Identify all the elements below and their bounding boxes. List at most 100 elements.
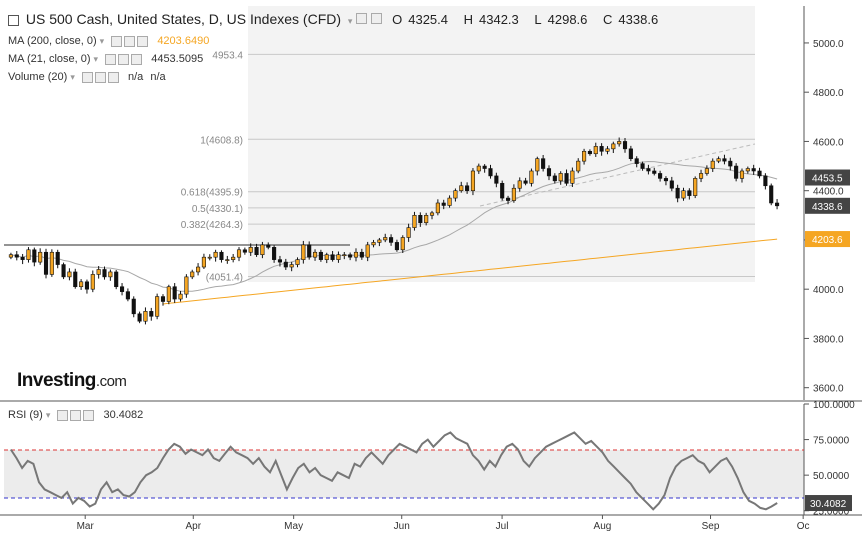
hide-icon[interactable] xyxy=(371,13,383,24)
candle-up xyxy=(201,256,206,268)
high-label: H xyxy=(463,12,474,27)
candle-up xyxy=(49,251,54,275)
collapse-icon[interactable] xyxy=(8,14,19,26)
candle-up xyxy=(693,178,698,196)
hide-icon[interactable] xyxy=(70,409,82,421)
candle-down xyxy=(272,247,277,260)
candle-up xyxy=(470,170,476,191)
time-axis: Mar Apr May Jun Jul Aug Sep Oc xyxy=(77,515,810,532)
candle-down xyxy=(102,269,107,278)
candle-up xyxy=(26,249,31,260)
settings-icon[interactable] xyxy=(57,409,69,421)
fib-level-label: 0.5(4330.1) xyxy=(192,204,243,215)
candle-down xyxy=(646,168,651,172)
low-label: L xyxy=(534,12,542,27)
legend-ma21[interactable]: MA (21, close, 0) ▾ 4453.5095 xyxy=(8,53,203,65)
fib-retracement-box xyxy=(248,6,755,282)
close-readout: C 4338.6 xyxy=(603,12,664,27)
chevron-down-icon[interactable]: ▾ xyxy=(93,54,99,64)
rsi-label: RSI (9) xyxy=(8,409,43,421)
time-axis-label: Aug xyxy=(594,521,612,532)
candle-down xyxy=(494,175,499,184)
close-icon[interactable] xyxy=(131,53,143,65)
candle-down xyxy=(500,183,505,199)
candle-down xyxy=(43,251,49,275)
rsi-line xyxy=(9,431,778,511)
rsi-badge xyxy=(805,495,852,512)
logo-suffix: .com xyxy=(95,373,127,390)
rsi-buttons xyxy=(57,409,96,421)
settings-icon[interactable] xyxy=(111,35,123,47)
candle-up xyxy=(593,146,598,155)
candle-down xyxy=(734,165,739,179)
candle-up xyxy=(435,202,440,214)
close-icon[interactable] xyxy=(83,409,95,421)
chevron-down-icon[interactable]: ▾ xyxy=(99,36,105,46)
fib-levels: 4953.4 1(4608.8) 0.618(4395.9) 0.5(4330.1) 0… xyxy=(181,50,755,284)
candle-up xyxy=(155,296,160,317)
candle-up xyxy=(365,244,370,258)
candle-up xyxy=(225,259,230,261)
time-axis-label: May xyxy=(284,521,303,532)
ma200-label: MA (200, close, 0) xyxy=(8,35,97,47)
candle-down xyxy=(669,180,674,189)
candle-down xyxy=(587,150,592,155)
candle-up xyxy=(383,237,388,241)
price-axis-label: 4000.0 xyxy=(813,285,844,296)
low-readout: L 4298.6 xyxy=(534,12,593,27)
close-icon[interactable] xyxy=(107,71,119,83)
ma200-value: 4203.6490 xyxy=(157,35,210,47)
legend-volume[interactable]: Volume (20) ▾ n/a n/a xyxy=(8,71,166,83)
candle-down xyxy=(389,237,394,243)
candle-up xyxy=(400,237,405,251)
time-axis-label: Jun xyxy=(394,521,410,532)
hide-icon[interactable] xyxy=(94,71,106,83)
settings-icon[interactable] xyxy=(105,53,117,65)
candle-down xyxy=(564,173,569,184)
ma21-value: 4453.5095 xyxy=(151,53,204,65)
candle-up xyxy=(312,251,318,258)
candle-down xyxy=(131,298,136,315)
high-value: 4342.3 xyxy=(479,12,519,27)
hide-icon[interactable] xyxy=(124,35,136,47)
volume-buttons xyxy=(81,71,121,83)
candle-up xyxy=(511,187,516,201)
open-label: O xyxy=(392,12,403,27)
settings-icon[interactable] xyxy=(356,13,368,24)
chevron-down-icon[interactable]: ▾ xyxy=(45,410,51,420)
settings-icon[interactable] xyxy=(81,71,93,83)
investing-logo: Investing.com xyxy=(17,370,127,392)
legend-rsi[interactable]: RSI (9) ▾ 30.4082 xyxy=(8,409,143,421)
candle-down xyxy=(546,168,552,177)
logo-brand: Investing xyxy=(17,370,96,391)
price-badges: 4453.5 4338.6 4203.6 30.4082 xyxy=(805,169,852,512)
rsi-axis-label: 50.0000 xyxy=(813,471,850,482)
candle-up xyxy=(143,311,148,322)
candle-up xyxy=(716,158,721,162)
price-badge xyxy=(805,197,850,214)
chevron-down-icon[interactable]: ▾ xyxy=(70,72,75,82)
candle-down xyxy=(73,271,78,288)
candle-up xyxy=(96,269,101,275)
candle-up xyxy=(79,281,84,288)
candle-up xyxy=(236,249,242,258)
candle-up xyxy=(190,271,195,278)
chevron-down-icon[interactable]: ▾ xyxy=(347,16,353,26)
close-icon[interactable] xyxy=(137,35,149,47)
candle-up xyxy=(558,173,563,182)
candle-down xyxy=(722,158,727,162)
candle-down xyxy=(634,158,639,164)
candle-up xyxy=(576,160,581,172)
candle-up xyxy=(698,173,704,179)
ma21-buttons xyxy=(105,53,144,65)
candle-down xyxy=(160,296,166,302)
candle-down xyxy=(330,254,335,260)
candle-up xyxy=(570,170,575,184)
trend-line-dashed xyxy=(479,143,756,207)
hide-icon[interactable] xyxy=(118,53,130,65)
candle-up xyxy=(166,286,171,302)
legend-ma200[interactable]: MA (200, close, 0) ▾ 4203.6490 xyxy=(8,35,209,47)
candle-down xyxy=(599,146,604,152)
candle-down xyxy=(482,165,487,169)
